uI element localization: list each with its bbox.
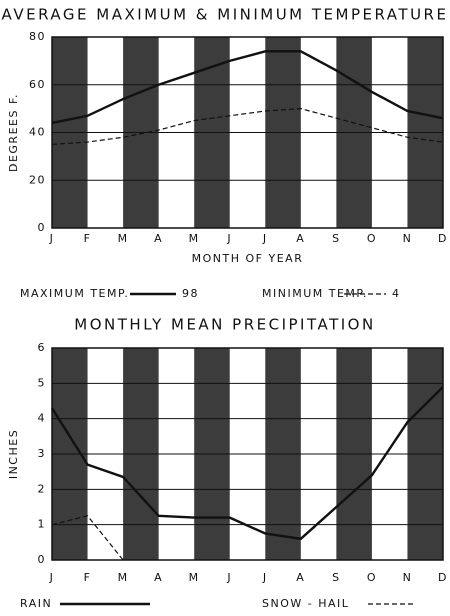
y-axis-label: DEGREES F.	[7, 93, 20, 172]
legend-label: MAXIMUM TEMP.	[20, 287, 129, 300]
legend-note: 4	[392, 287, 401, 300]
x-tick-label: A	[154, 571, 163, 584]
series-line	[51, 50, 444, 125]
x-tick-label: J	[262, 232, 268, 245]
x-tick-label: F	[84, 232, 92, 245]
x-tick-label: J	[226, 571, 232, 584]
y-tick-label: 1	[38, 518, 47, 531]
legend-note: 98	[182, 287, 199, 300]
y-tick-label: 2	[38, 482, 47, 495]
y-tick-label: 60	[29, 78, 46, 91]
x-tick-label: N	[403, 571, 413, 584]
x-tick-label: A	[296, 232, 305, 245]
legend-label: MINIMUM TEMP.	[262, 287, 368, 300]
x-tick-label: A	[296, 571, 305, 584]
series-line	[51, 515, 124, 561]
plot-frame	[51, 36, 444, 229]
y-axis-label: INCHES	[7, 429, 20, 479]
x-tick-label: N	[403, 232, 413, 245]
y-tick-label: 6	[38, 341, 47, 354]
y-tick-label: 0	[38, 553, 47, 566]
legend-label: SNOW - HAIL	[262, 597, 349, 610]
x-tick-label: J	[49, 232, 55, 245]
x-tick-label: O	[367, 571, 377, 584]
x-tick-label: J	[49, 571, 55, 584]
x-axis-label: MONTH OF YEAR	[192, 252, 304, 265]
y-tick-label: 5	[38, 376, 47, 389]
series-line	[50, 386, 444, 541]
x-tick-label: M	[189, 232, 200, 245]
y-tick-label: 3	[38, 447, 47, 460]
x-tick-label: J	[262, 571, 268, 584]
x-tick-label: M	[118, 232, 129, 245]
x-tick-label: M	[118, 571, 129, 584]
x-tick-label: F	[84, 571, 92, 584]
x-tick-label: M	[189, 571, 200, 584]
x-tick-label: S	[332, 232, 340, 245]
y-tick-label: 80	[29, 30, 46, 43]
chart-title: AVERAGE MAXIMUM & MINIMUM TEMPERATURE	[2, 6, 449, 24]
y-tick-label: 40	[29, 126, 46, 139]
x-tick-label: D	[438, 571, 448, 584]
x-tick-label: O	[367, 232, 377, 245]
y-tick-label: 20	[29, 173, 46, 186]
legend-label: RAIN	[20, 597, 52, 610]
x-tick-label: A	[154, 232, 163, 245]
chart-title: MONTHLY MEAN PRECIPITATION	[74, 316, 375, 334]
y-tick-label: 4	[38, 412, 47, 425]
x-tick-label: S	[332, 571, 340, 584]
series-line	[51, 108, 444, 146]
x-tick-label: J	[226, 232, 232, 245]
x-tick-label: D	[438, 232, 448, 245]
plot-frame	[51, 347, 444, 561]
y-tick-label: 0	[38, 221, 47, 234]
